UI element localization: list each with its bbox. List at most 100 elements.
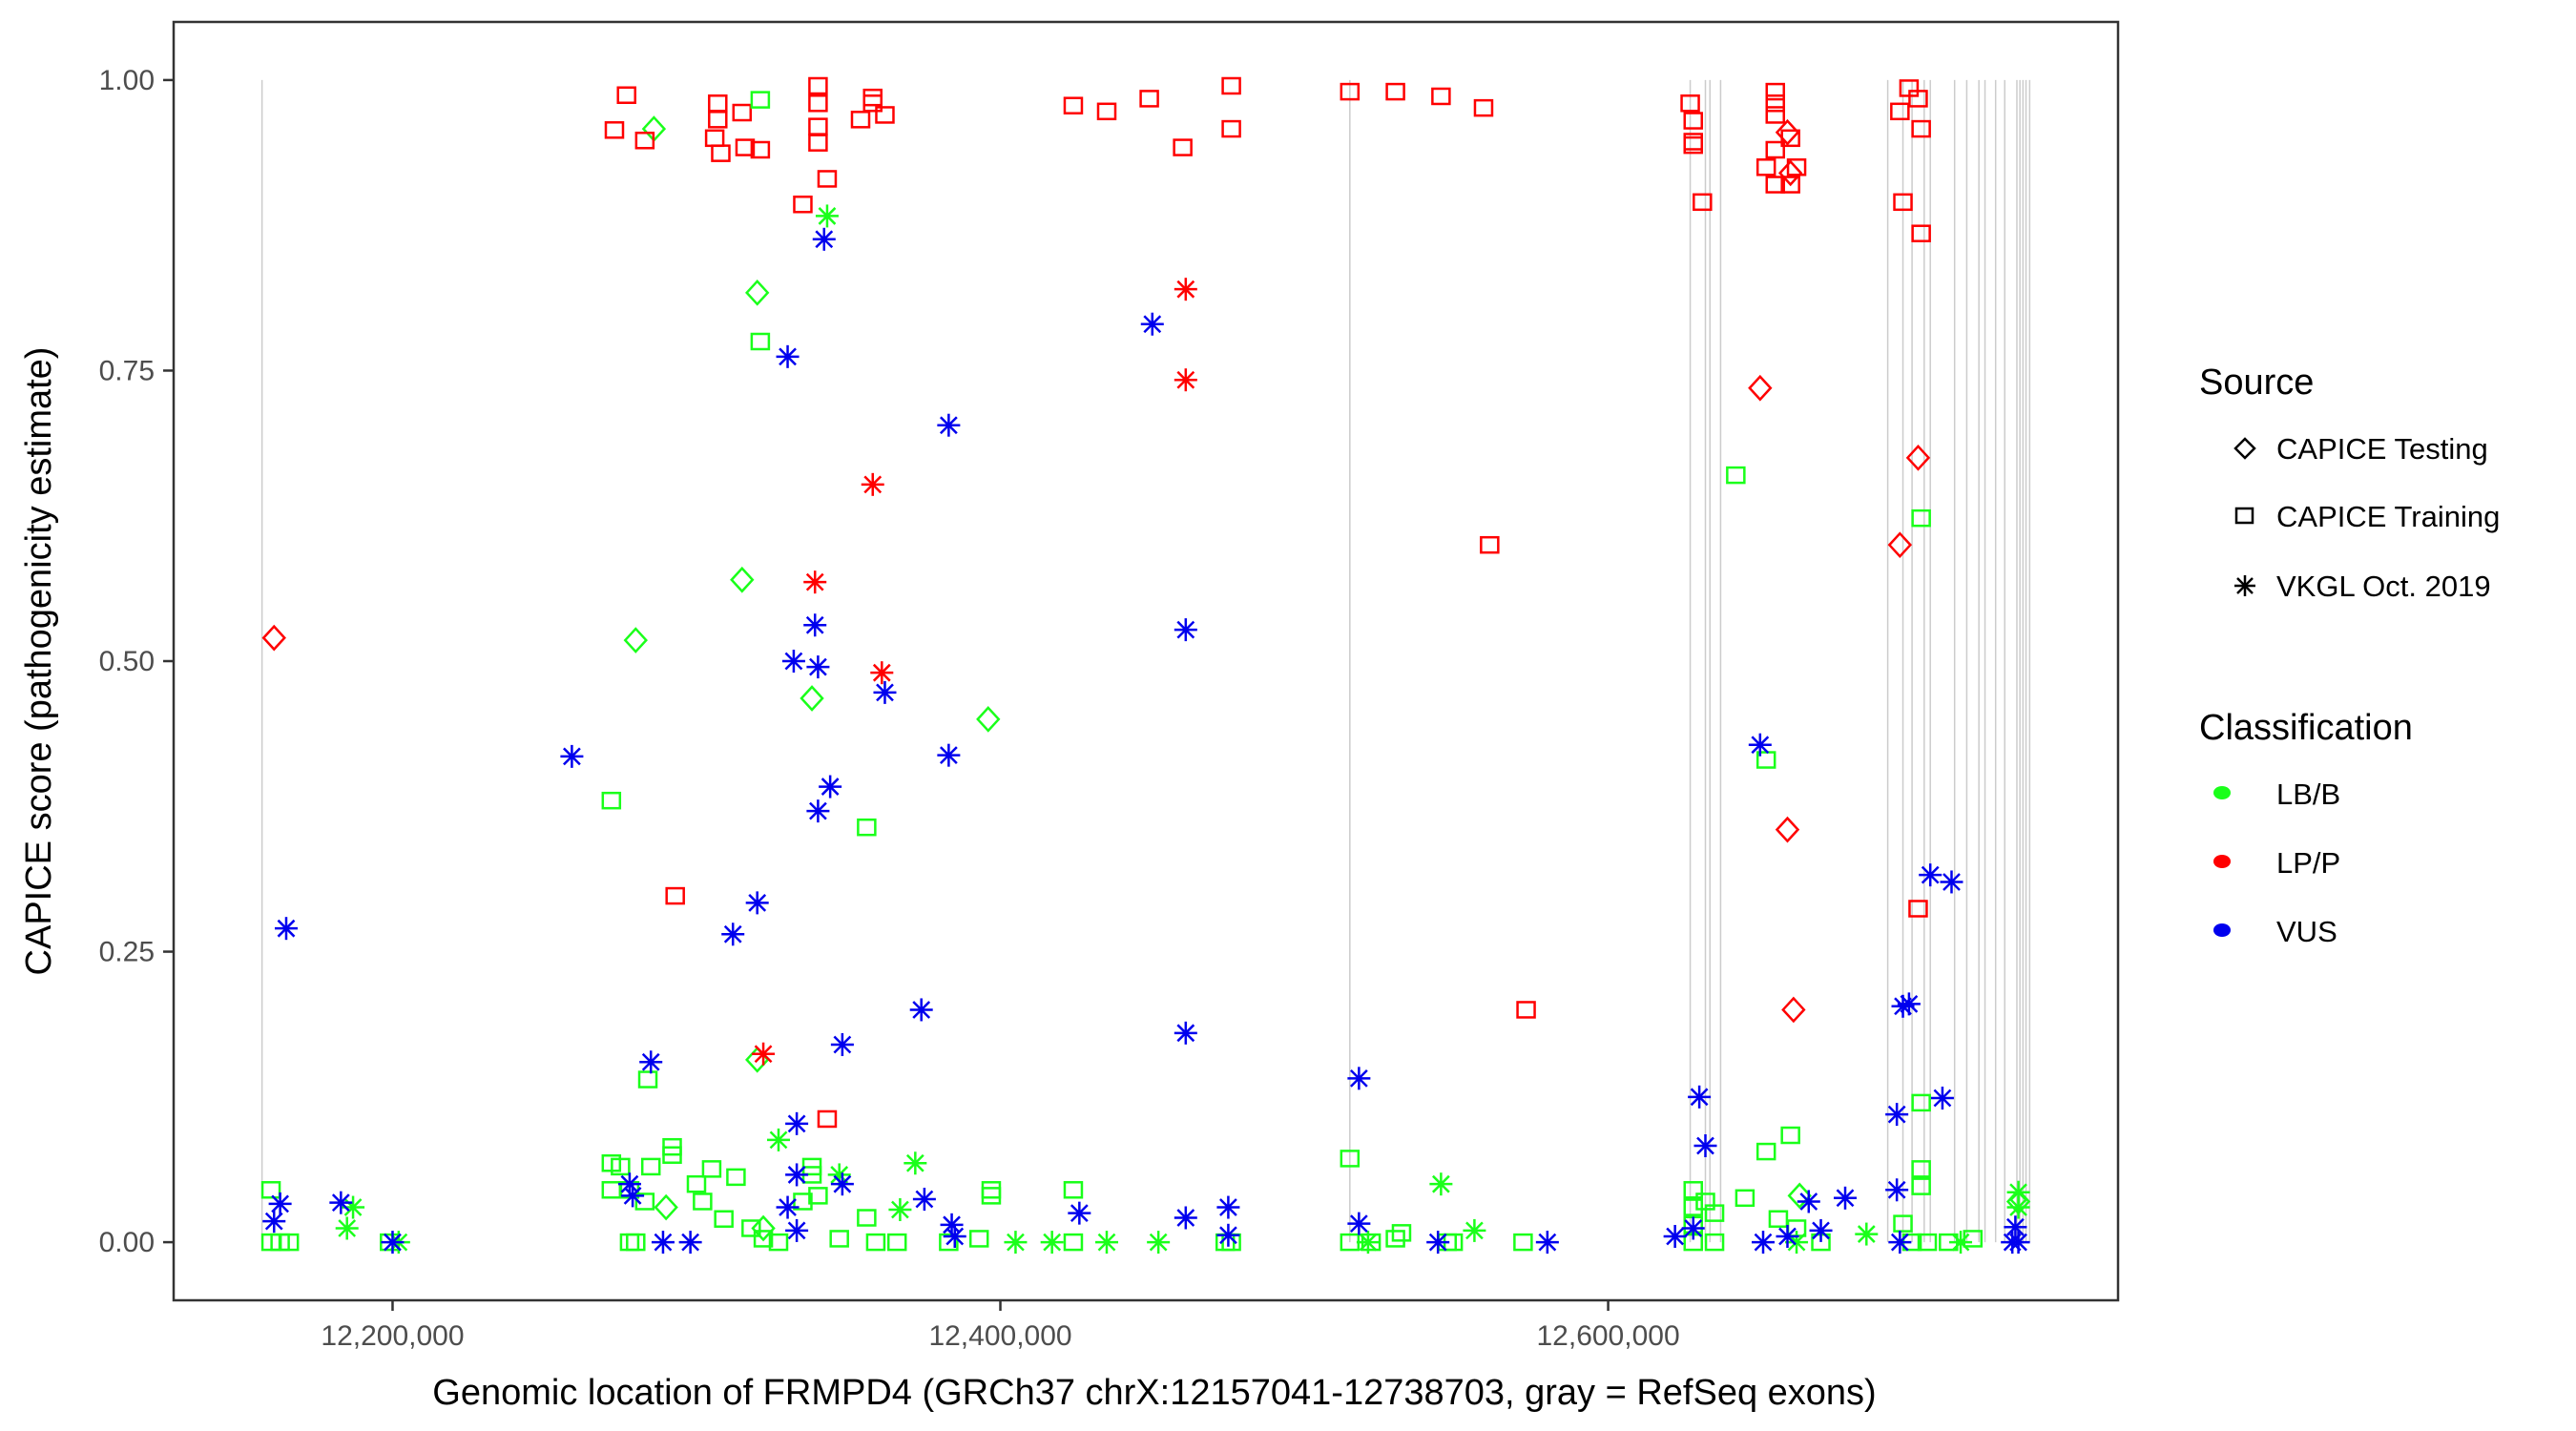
data-point-asterisk xyxy=(1940,870,1963,894)
data-point-asterisk xyxy=(721,923,745,946)
vus-color-dot-icon xyxy=(2213,923,2231,937)
data-point-square xyxy=(1780,1126,1800,1145)
data-point-asterisk xyxy=(806,655,830,679)
data-point-square xyxy=(616,86,636,104)
data-point-square xyxy=(735,138,756,156)
x-axis-title: Genomic location of FRMPD4 (GRCh37 chrX:… xyxy=(432,1373,1876,1413)
data-point-square xyxy=(817,170,838,188)
data-point-square xyxy=(1765,94,1786,113)
data-point-diamond xyxy=(1775,118,1800,146)
data-point-asterisk xyxy=(1216,1195,1240,1219)
data-point-square xyxy=(662,1146,682,1164)
y-axis-title: CAPICE score (pathogenicity estimate) xyxy=(19,347,59,976)
data-point-square xyxy=(1765,106,1786,124)
data-point-square xyxy=(708,94,728,113)
data-point-square xyxy=(817,1110,838,1129)
data-point-square xyxy=(1726,466,1746,485)
legend-item-lbb: LB/B xyxy=(2213,778,2340,811)
data-point-square xyxy=(1680,94,1700,113)
data-point-square xyxy=(1704,1204,1725,1222)
data-point-asterisk xyxy=(812,227,836,251)
data-point-asterisk xyxy=(639,1050,663,1074)
data-point-square xyxy=(601,791,622,810)
data-point-square xyxy=(640,1157,661,1176)
data-point-asterisk xyxy=(1752,1231,1776,1255)
data-point-square xyxy=(1911,1093,1931,1112)
data-point-square xyxy=(968,1230,989,1248)
data-point-square xyxy=(634,1192,655,1211)
exon-lines xyxy=(260,79,2031,1243)
legend-item-vkgl: VKGL Oct. 2019 xyxy=(2234,570,2491,603)
data-point-asterisk xyxy=(1429,1172,1453,1196)
data-point-square xyxy=(1385,1230,1405,1248)
data-point-square xyxy=(604,121,625,139)
data-point-square xyxy=(1755,1142,1776,1161)
data-point-asterisk xyxy=(1885,1103,1909,1127)
data-point-asterisk xyxy=(1888,1231,1912,1255)
legend-classification-title: Classification xyxy=(2199,708,2413,748)
data-point-square xyxy=(1221,119,1241,138)
data-point-square xyxy=(1063,1233,1084,1252)
data-point-square xyxy=(611,1157,631,1176)
data-point-square xyxy=(1704,1233,1725,1252)
data-point-square xyxy=(865,1233,886,1252)
x-axis: 12,200,000 12,400,000 12,600,000 xyxy=(321,1300,1680,1352)
data-point-asterisk xyxy=(1748,733,1772,757)
data-point-asterisk xyxy=(1809,1218,1833,1242)
data-point-square xyxy=(850,111,871,129)
data-point-square xyxy=(665,886,685,905)
data-point-square xyxy=(1908,90,1928,108)
data-point-square xyxy=(1911,119,1931,138)
data-point-asterisk xyxy=(1174,618,1197,642)
data-point-asterisk xyxy=(1897,992,1921,1016)
data-point-asterisk xyxy=(2001,1231,2025,1255)
data-point-square xyxy=(1768,1210,1789,1228)
data-point-asterisk xyxy=(785,1111,809,1135)
data-point-square xyxy=(862,94,883,113)
data-point-diamond xyxy=(1775,816,1800,843)
data-point-square xyxy=(793,196,813,214)
data-point-square xyxy=(886,1233,907,1252)
legend-item-vus: VUS xyxy=(2213,915,2337,948)
data-point-square xyxy=(1765,140,1786,159)
data-point-asterisk xyxy=(651,1231,675,1255)
data-point-asterisk xyxy=(1216,1223,1240,1247)
data-point-asterisk xyxy=(766,1128,790,1151)
data-point-square xyxy=(1221,76,1241,95)
legend-label-capice-training: CAPICE Training xyxy=(2276,500,2500,533)
data-point-square xyxy=(1917,1233,1938,1252)
legend-source-title: Source xyxy=(2199,363,2314,403)
data-point-asterisk xyxy=(1693,1133,1717,1157)
data-point-asterisk xyxy=(1068,1201,1091,1225)
data-point-asterisk xyxy=(1004,1231,1028,1255)
legend: Source CAPICE Testing CAPICE Training VK… xyxy=(2199,363,2500,948)
data-point-asterisk xyxy=(1426,1231,1450,1255)
data-point-square xyxy=(1735,1189,1755,1208)
x-tick-label: 12,200,000 xyxy=(321,1320,464,1352)
data-point-asterisk xyxy=(806,799,830,823)
data-point-square xyxy=(714,1210,734,1228)
data-point-asterisk xyxy=(870,661,894,685)
x-tick-label: 12,600,000 xyxy=(1536,1320,1679,1352)
data-point-diamond xyxy=(745,279,770,306)
data-point-square xyxy=(1755,158,1776,176)
data-point-asterisk xyxy=(873,680,897,704)
data-point-asterisk xyxy=(1834,1186,1858,1210)
data-point-asterisk xyxy=(268,1192,292,1215)
data-point-asterisk xyxy=(937,413,961,437)
y-tick-label: 0.25 xyxy=(99,937,155,968)
data-point-square xyxy=(1139,90,1159,108)
series-vkgl-lpp xyxy=(752,278,1197,1066)
data-point-asterisk xyxy=(830,1172,854,1196)
data-point-square xyxy=(1480,535,1500,554)
data-point-square xyxy=(1683,1181,1703,1199)
data-point-square xyxy=(829,1230,849,1248)
data-point-square xyxy=(1911,1160,1931,1178)
data-point-square xyxy=(1516,1001,1536,1019)
data-point-square xyxy=(1683,1198,1703,1216)
data-point-asterisk xyxy=(1776,1225,1799,1248)
legend-item-lpp: LP/P xyxy=(2213,846,2340,880)
data-point-square xyxy=(750,140,771,159)
data-points xyxy=(260,76,2031,1255)
data-point-asterisk xyxy=(262,1210,286,1234)
